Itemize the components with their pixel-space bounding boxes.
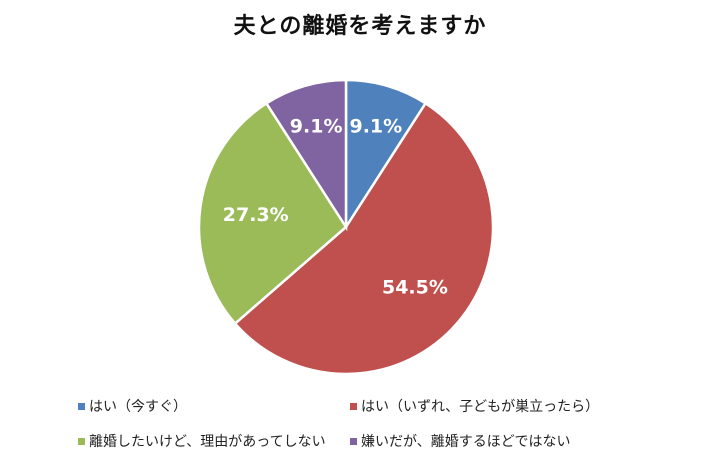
pie-slice-3 — [264, 78, 348, 232]
legend-item-2: 離婚したいけど、理由があってしない — [78, 431, 326, 451]
pie-slice-2 — [197, 101, 348, 326]
legend-label-0: はい（今すぐ） — [89, 399, 187, 415]
slice-label-3: 9.1% — [290, 115, 343, 137]
slice-label-0: 9.1% — [349, 115, 402, 137]
legend-item-1: はい（いずれ、子どもが巣立ったら） — [350, 396, 599, 416]
chart-title: 夫との離婚を考えますか — [233, 14, 487, 39]
legend-item-0: はい（今すぐ） — [78, 396, 187, 416]
slice-label-1: 54.5% — [382, 277, 448, 299]
legend-swatch-3 — [350, 437, 357, 445]
legend-label-3: 嫌いだが、離婚するほどではない — [361, 434, 571, 450]
legend-swatch-0 — [78, 402, 85, 410]
slice-label-2: 27.3% — [223, 204, 289, 226]
legend-item-3: 嫌いだが、離婚するほどではない — [350, 431, 570, 451]
legend-swatch-1 — [350, 402, 357, 410]
pie-slice-0 — [344, 78, 428, 232]
pie-slice-1 — [233, 101, 495, 376]
legend-label-1: はい（いずれ、子どもが巣立ったら） — [361, 399, 600, 415]
legend-label-2: 離婚したいけど、理由があってしない — [89, 434, 326, 450]
legend-swatch-2 — [78, 437, 85, 445]
